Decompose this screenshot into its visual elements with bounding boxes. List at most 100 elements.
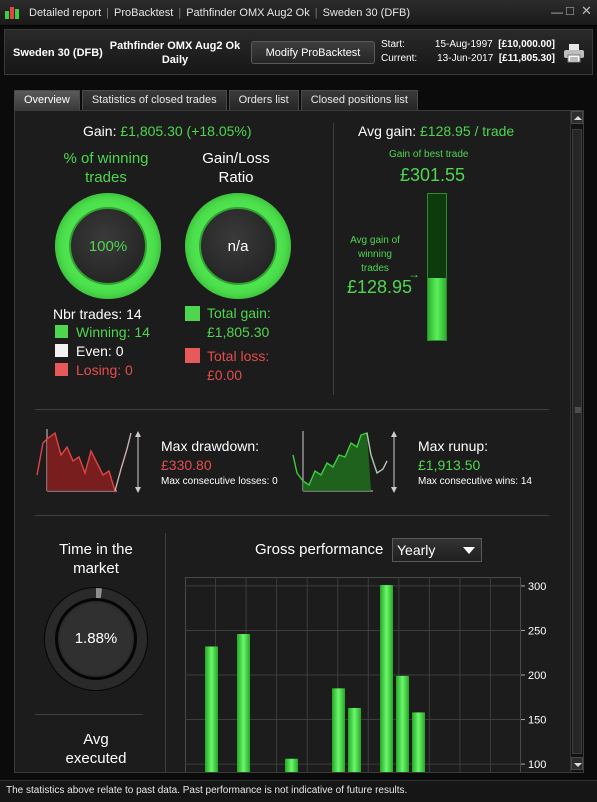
time-in-market-line1: Time in the bbox=[59, 541, 133, 558]
gain-value: £1,805.30 (+18.05%) bbox=[120, 123, 252, 139]
even-swatch bbox=[55, 344, 68, 357]
gl-ratio-value: n/a bbox=[199, 207, 277, 285]
current-capital: [£11,805.30] bbox=[498, 53, 555, 64]
chart-bar bbox=[348, 707, 361, 772]
tab-orders-list[interactable]: Orders list bbox=[228, 90, 299, 110]
pct-winning-title-line2: trades bbox=[85, 169, 127, 186]
gain-loss-ratio-title: Gain/Loss Ratio bbox=[181, 149, 291, 187]
gl-ratio-title-line2: Ratio bbox=[218, 169, 254, 186]
chart-bar bbox=[205, 646, 218, 772]
max-consec-wins: Max consecutive wins: 14 bbox=[418, 476, 532, 487]
avg-winning-label-line1: Avg gain of bbox=[350, 235, 400, 246]
header-instrument: Sweden 30 (DFB) bbox=[13, 47, 103, 59]
maximize-icon[interactable]: □ bbox=[566, 3, 574, 18]
tab-closed-positions-list[interactable]: Closed positions list bbox=[300, 90, 418, 110]
avg-winning-label-line2: winning bbox=[358, 249, 392, 260]
losing-count: Losing: 0 bbox=[76, 362, 133, 378]
title-separator: | bbox=[106, 6, 110, 19]
report-header: Sweden 30 (DFB) Pathfinder OMX Aug2 Ok D… bbox=[4, 29, 593, 75]
max-drawdown-label: Max drawdown: bbox=[161, 438, 260, 454]
top-section-divider bbox=[333, 123, 334, 395]
total-gain-label: Total gain: bbox=[207, 305, 271, 321]
title-report: Detailed report bbox=[29, 6, 102, 19]
scroll-down-button[interactable] bbox=[571, 757, 583, 770]
winning-swatch bbox=[55, 325, 68, 338]
title-separator: | bbox=[314, 6, 318, 19]
scroll-thumb[interactable] bbox=[572, 129, 582, 754]
start-value: 15-Aug-1997 [£10,000.00] bbox=[425, 39, 555, 50]
minimize-icon[interactable]: — bbox=[551, 5, 563, 19]
current-label: Current: bbox=[381, 53, 418, 64]
gain-loss-ratio-donut: n/a bbox=[185, 193, 291, 299]
overview-panel: Gain: £1,805.30 (+18.05%) % of winning t… bbox=[14, 110, 584, 773]
start-label: Start: bbox=[381, 39, 405, 50]
section-divider-2 bbox=[35, 515, 549, 516]
tab-overview[interactable]: Overview bbox=[14, 90, 80, 110]
best-trade-label: Gain of best trade bbox=[389, 149, 469, 160]
title-separator: | bbox=[178, 6, 182, 19]
avg-gain-label: Avg gain: bbox=[358, 123, 417, 139]
avg-executed-line1: Avg bbox=[83, 731, 109, 748]
current-date: 13-Jun-2017 bbox=[437, 53, 494, 64]
gl-ratio-title-line1: Gain/Loss bbox=[202, 150, 270, 167]
avg-gain-summary: Avg gain: £128.95 / trade bbox=[358, 123, 514, 139]
runup-sparkline bbox=[292, 431, 397, 493]
chart-bar bbox=[380, 585, 393, 772]
gross-performance-label: Gross performance bbox=[255, 541, 384, 558]
avg-winning-label: Avg gain of winning trades bbox=[345, 234, 405, 276]
total-loss-value: £0.00 bbox=[207, 367, 243, 383]
title-strategy: Pathfinder OMX Aug2 Ok bbox=[186, 6, 310, 19]
period-select-value: Yearly bbox=[397, 542, 436, 558]
section-divider-3 bbox=[35, 714, 143, 715]
avg-executed-line2: executed bbox=[65, 750, 127, 767]
gain-label: Gain: bbox=[83, 123, 117, 139]
modify-probacktest-button[interactable]: Modify ProBacktest bbox=[251, 41, 375, 64]
pct-winning-value: 100% bbox=[69, 207, 147, 285]
gross-performance-chart: 100 150 200 250 300 bbox=[185, 577, 546, 772]
section-divider-1 bbox=[35, 409, 549, 410]
current-value: 13-Jun-2017 [£11,805.30] bbox=[425, 53, 555, 64]
chart-bar bbox=[412, 712, 425, 772]
vertical-scrollbar[interactable] bbox=[570, 111, 583, 772]
time-in-market-value: 1.88% bbox=[74, 630, 118, 647]
chevron-down-icon bbox=[463, 547, 475, 554]
avg-winning-label-line3: trades bbox=[361, 263, 389, 274]
tab-statistics-closed-trades[interactable]: Statistics of closed trades bbox=[81, 90, 227, 110]
best-trade-value: £301.55 bbox=[400, 165, 466, 185]
total-gain-swatch bbox=[185, 306, 200, 321]
report-tabs: Overview Statistics of closed trades Ord… bbox=[14, 90, 420, 110]
even-count: Even: 0 bbox=[76, 343, 124, 359]
max-consec-losses: Max consecutive losses: 0 bbox=[161, 476, 278, 487]
start-capital: [£10,000.00] bbox=[498, 39, 555, 50]
scroll-up-button[interactable] bbox=[571, 111, 583, 124]
chart-bar bbox=[285, 758, 298, 772]
time-in-market-title: Time in the market bbox=[37, 540, 155, 578]
y-tick-label: 100 bbox=[528, 759, 546, 771]
strategy-period: Daily bbox=[161, 54, 189, 66]
max-drawdown-value: £330.80 bbox=[161, 457, 212, 473]
print-icon[interactable] bbox=[563, 43, 585, 63]
avg-executed-title: Avg executed bbox=[37, 730, 155, 768]
window-title-bar: Detailed report | ProBacktest | Pathfind… bbox=[0, 0, 597, 26]
disclaimer-footer: The statistics above relate to past data… bbox=[0, 780, 597, 802]
pct-winning-title-line1: % of winning bbox=[63, 150, 149, 167]
y-tick-label: 150 bbox=[528, 715, 546, 727]
close-icon[interactable]: ✕ bbox=[581, 3, 592, 18]
scroll-down-arrow-icon bbox=[574, 763, 582, 767]
title-probacktest: ProBacktest bbox=[114, 6, 174, 19]
y-tick-label: 250 bbox=[528, 625, 546, 637]
header-strategy: Pathfinder OMX Aug2 Ok Daily bbox=[105, 39, 245, 67]
scroll-up-arrow-icon bbox=[574, 116, 582, 120]
scroll-grip-icon bbox=[575, 407, 581, 413]
time-in-market-line2: market bbox=[73, 560, 119, 577]
gross-performance-period-select[interactable]: Yearly bbox=[392, 538, 482, 562]
chart-bar bbox=[332, 688, 345, 772]
max-runup-value: £1,913.50 bbox=[418, 457, 481, 473]
gain-summary: Gain: £1,805.30 (+18.05%) bbox=[83, 123, 252, 139]
nbr-trades: Nbr trades: 14 bbox=[53, 306, 142, 322]
avg-vs-best-bar-fill bbox=[428, 277, 446, 340]
y-tick-label: 200 bbox=[528, 670, 546, 682]
winning-count: Winning: 14 bbox=[76, 324, 150, 340]
max-runup-label: Max runup: bbox=[418, 438, 489, 454]
avg-gain-value: £128.95 / trade bbox=[420, 123, 515, 139]
